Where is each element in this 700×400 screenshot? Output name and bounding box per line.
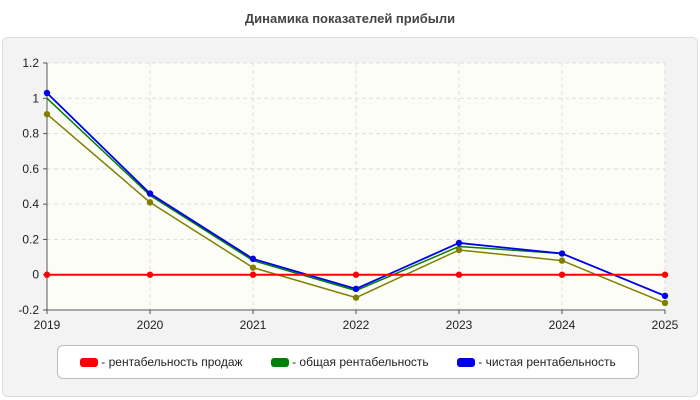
series-sales-point xyxy=(43,271,51,278)
y-tick-label: -0.2 xyxy=(18,303,39,317)
y-tick-label: 0.8 xyxy=(22,127,39,141)
x-tick-label: 2023 xyxy=(446,318,473,332)
x-tick-label: 2022 xyxy=(343,318,370,332)
legend-swatch-total xyxy=(271,357,290,367)
series-total-point xyxy=(558,257,566,264)
legend-item-sales: - рентабельность продаж xyxy=(80,355,243,369)
legend-label-sales: - рентабельность продаж xyxy=(101,355,243,369)
y-tick-label: 1 xyxy=(32,91,39,105)
series-sales-point xyxy=(146,271,154,278)
series-total-point xyxy=(249,264,257,271)
series-sales-point xyxy=(352,271,360,278)
legend-swatch-sales xyxy=(80,357,99,367)
series-net-point xyxy=(455,239,463,247)
series-sales-point xyxy=(558,271,566,278)
legend-item-total: - общая рентабельность xyxy=(271,355,429,369)
x-tick-label: 2021 xyxy=(240,318,267,332)
x-tick-label: 2020 xyxy=(137,318,164,332)
series-net-point xyxy=(146,190,154,197)
series-net-point xyxy=(661,292,669,300)
legend-label-net: - чистая рентабельность xyxy=(478,355,616,369)
series-net-point xyxy=(249,255,257,263)
series-net-point xyxy=(43,89,51,97)
series-total-point xyxy=(455,246,463,254)
legend-swatch-net xyxy=(457,357,476,367)
series-total-point xyxy=(146,199,154,206)
legend-item-net: - чистая рентабельность xyxy=(457,355,616,369)
y-tick-label: 1.2 xyxy=(22,56,39,70)
series-total-point xyxy=(352,294,360,301)
series-sales-point xyxy=(455,271,463,278)
series-sales-point xyxy=(661,271,669,278)
series-net-point xyxy=(352,285,360,293)
x-tick-label: 2025 xyxy=(652,318,679,332)
y-tick-label: 0.6 xyxy=(22,162,39,176)
y-tick-label: 0.4 xyxy=(22,197,39,211)
series-sales-point xyxy=(249,271,257,278)
legend-label-total: - общая рентабельность xyxy=(292,355,429,369)
y-tick-label: 0.2 xyxy=(22,232,39,246)
chart-title: Динамика показателей прибыли xyxy=(244,11,456,26)
x-tick-label: 2019 xyxy=(34,318,61,332)
chart-legend: - рентабельность продаж - общая рентабел… xyxy=(57,345,639,379)
x-tick-label: 2024 xyxy=(549,318,576,332)
series-total-point xyxy=(43,110,51,118)
y-tick-label: 0 xyxy=(32,268,39,282)
series-net-point xyxy=(558,250,566,257)
series-total-point xyxy=(661,299,669,307)
